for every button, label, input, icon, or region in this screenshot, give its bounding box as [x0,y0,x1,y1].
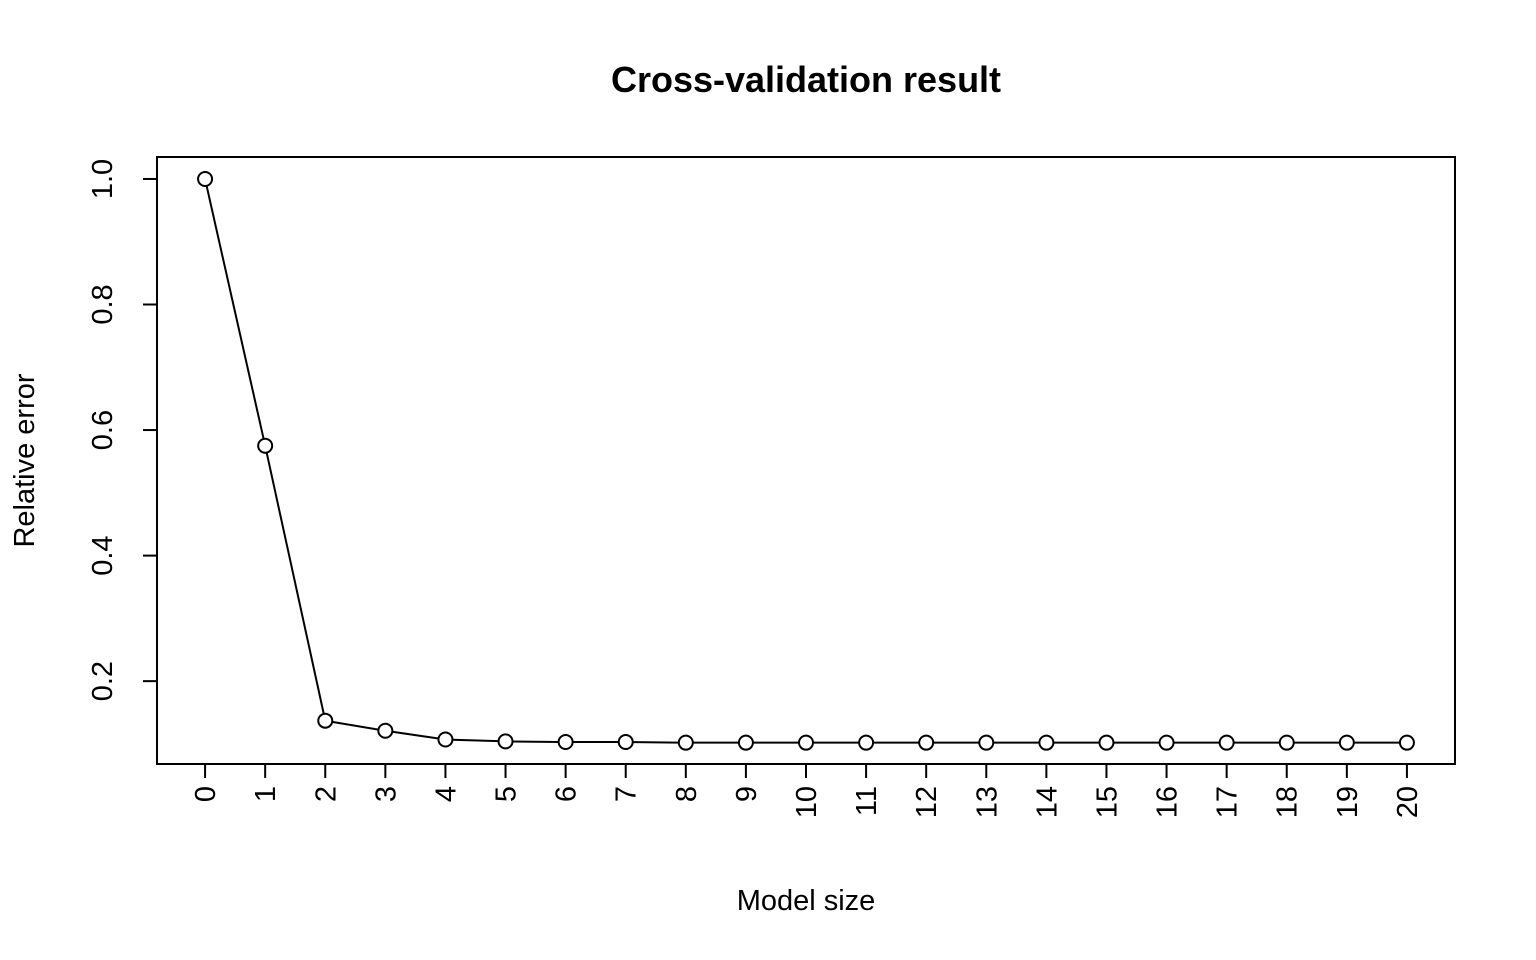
x-tick-label: 10 [791,786,823,818]
data-point [1338,734,1355,751]
data-point [677,734,694,751]
x-tick-label: 1 [250,786,282,802]
x-tick-label: 12 [911,786,943,818]
x-tick-label: 9 [731,786,763,802]
x-tick-label: 14 [1031,786,1063,818]
data-point [1098,734,1115,751]
data-point [1158,734,1175,751]
data-point [978,734,995,751]
x-tick-label: 15 [1091,786,1123,818]
y-tick-label: 0.6 [87,410,119,450]
x-tick-label: 8 [671,786,703,802]
x-tick-label: 17 [1212,786,1244,818]
data-point [858,734,875,751]
series-layer [197,170,1415,751]
series-line-segment [265,452,325,715]
x-tick-label: 4 [430,786,462,802]
x-tick-label: 5 [491,786,523,802]
data-point [1218,734,1235,751]
y-tick-label: 0.2 [87,661,119,701]
x-tick-label: 7 [611,786,643,802]
x-tick-label: 20 [1392,786,1424,818]
x-tick-label: 3 [370,786,402,802]
x-tick-label: 16 [1152,786,1184,818]
x-tick-label: 18 [1272,786,1304,818]
chart-title: Cross-validation result [611,59,1001,100]
data-point [737,734,754,751]
x-tick-label: 0 [190,786,222,802]
data-point [617,734,634,751]
x-tick-label: 6 [551,786,583,802]
data-point [377,722,394,739]
series-line-segment [392,730,439,740]
x-axis-label: Model size [737,885,876,917]
data-point [1278,734,1295,751]
data-point [557,734,574,751]
y-axis: 0.2 0.4 0.6 0.8 1.0 [87,159,158,701]
series-line-segment [331,720,379,731]
data-point [918,734,935,751]
x-tick-label: 2 [310,786,342,802]
y-tick-label: 0.4 [87,535,119,575]
plot-frame [156,156,1456,765]
series-line-segment [452,738,499,743]
y-axis-label: Relative error [9,373,41,547]
x-tick-label: 19 [1332,786,1364,818]
data-point [257,437,274,454]
y-tick-label: 0.8 [87,284,119,324]
data-point [197,170,214,187]
data-point [1038,734,1055,751]
series-line-segment [205,185,265,440]
x-tick-label: 11 [851,786,883,816]
x-tick-label: 13 [971,786,1003,818]
data-point [798,734,814,751]
data-point [437,731,454,748]
x-axis: 0 1 2 3 4 5 6 7 8 9 10 11 12 13 14 15 16 17 18 19 20 [190,764,1424,818]
data-point [497,733,514,750]
data-point [317,712,334,729]
data-point [1398,734,1415,751]
y-tick-label: 1.0 [87,159,119,199]
